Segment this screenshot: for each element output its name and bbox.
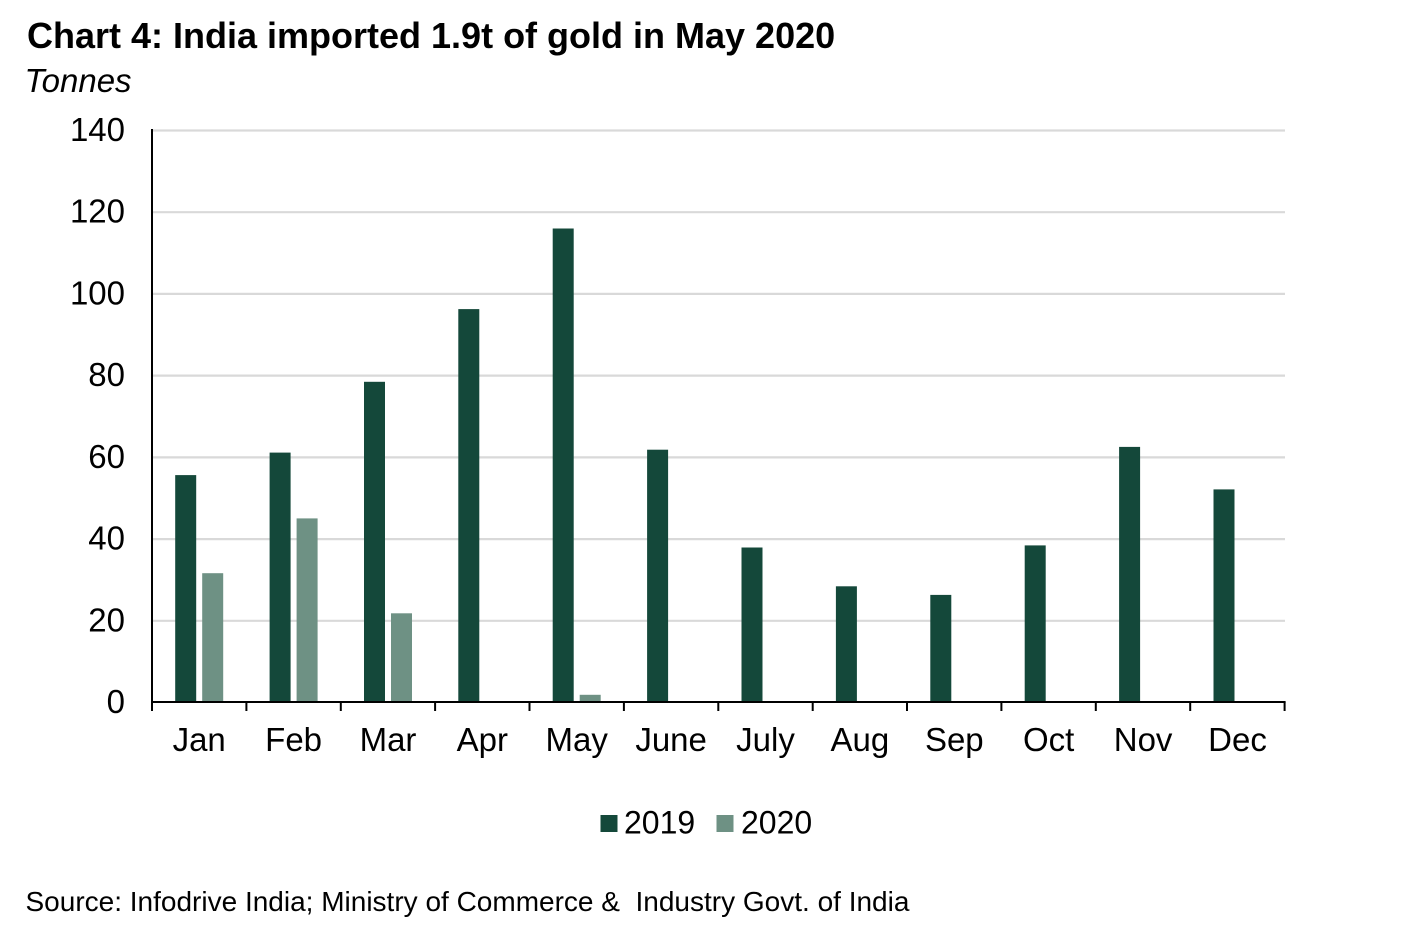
svg-text:Mar: Mar [360,721,417,758]
svg-text:May: May [546,721,609,758]
svg-text:2019: 2019 [624,805,695,841]
svg-text:Aug: Aug [831,721,890,758]
svg-text:Feb: Feb [265,721,322,758]
svg-text:July: July [736,721,795,758]
svg-text:100: 100 [70,274,125,311]
svg-text:60: 60 [88,438,125,475]
svg-text:June: June [635,721,707,758]
svg-text:140: 140 [70,111,125,148]
svg-text:Chart 4: India imported 1.9t o: Chart 4: India imported 1.9t of gold in … [27,15,835,56]
svg-text:40: 40 [88,520,125,557]
svg-text:2020: 2020 [741,805,812,841]
svg-text:20: 20 [88,601,125,638]
svg-text:Dec: Dec [1208,721,1267,758]
svg-text:Apr: Apr [457,721,508,758]
svg-text:Tonnes: Tonnes [25,62,132,99]
svg-text:120: 120 [70,193,125,230]
svg-text:Nov: Nov [1114,721,1173,758]
svg-text:80: 80 [88,356,125,393]
svg-text:Source: Infodrive India; Minis: Source: Infodrive India; Ministry of Com… [26,886,910,917]
svg-text:Oct: Oct [1023,721,1074,758]
svg-text:Sep: Sep [925,721,984,758]
svg-text:0: 0 [107,683,125,720]
svg-text:Jan: Jan [173,721,226,758]
